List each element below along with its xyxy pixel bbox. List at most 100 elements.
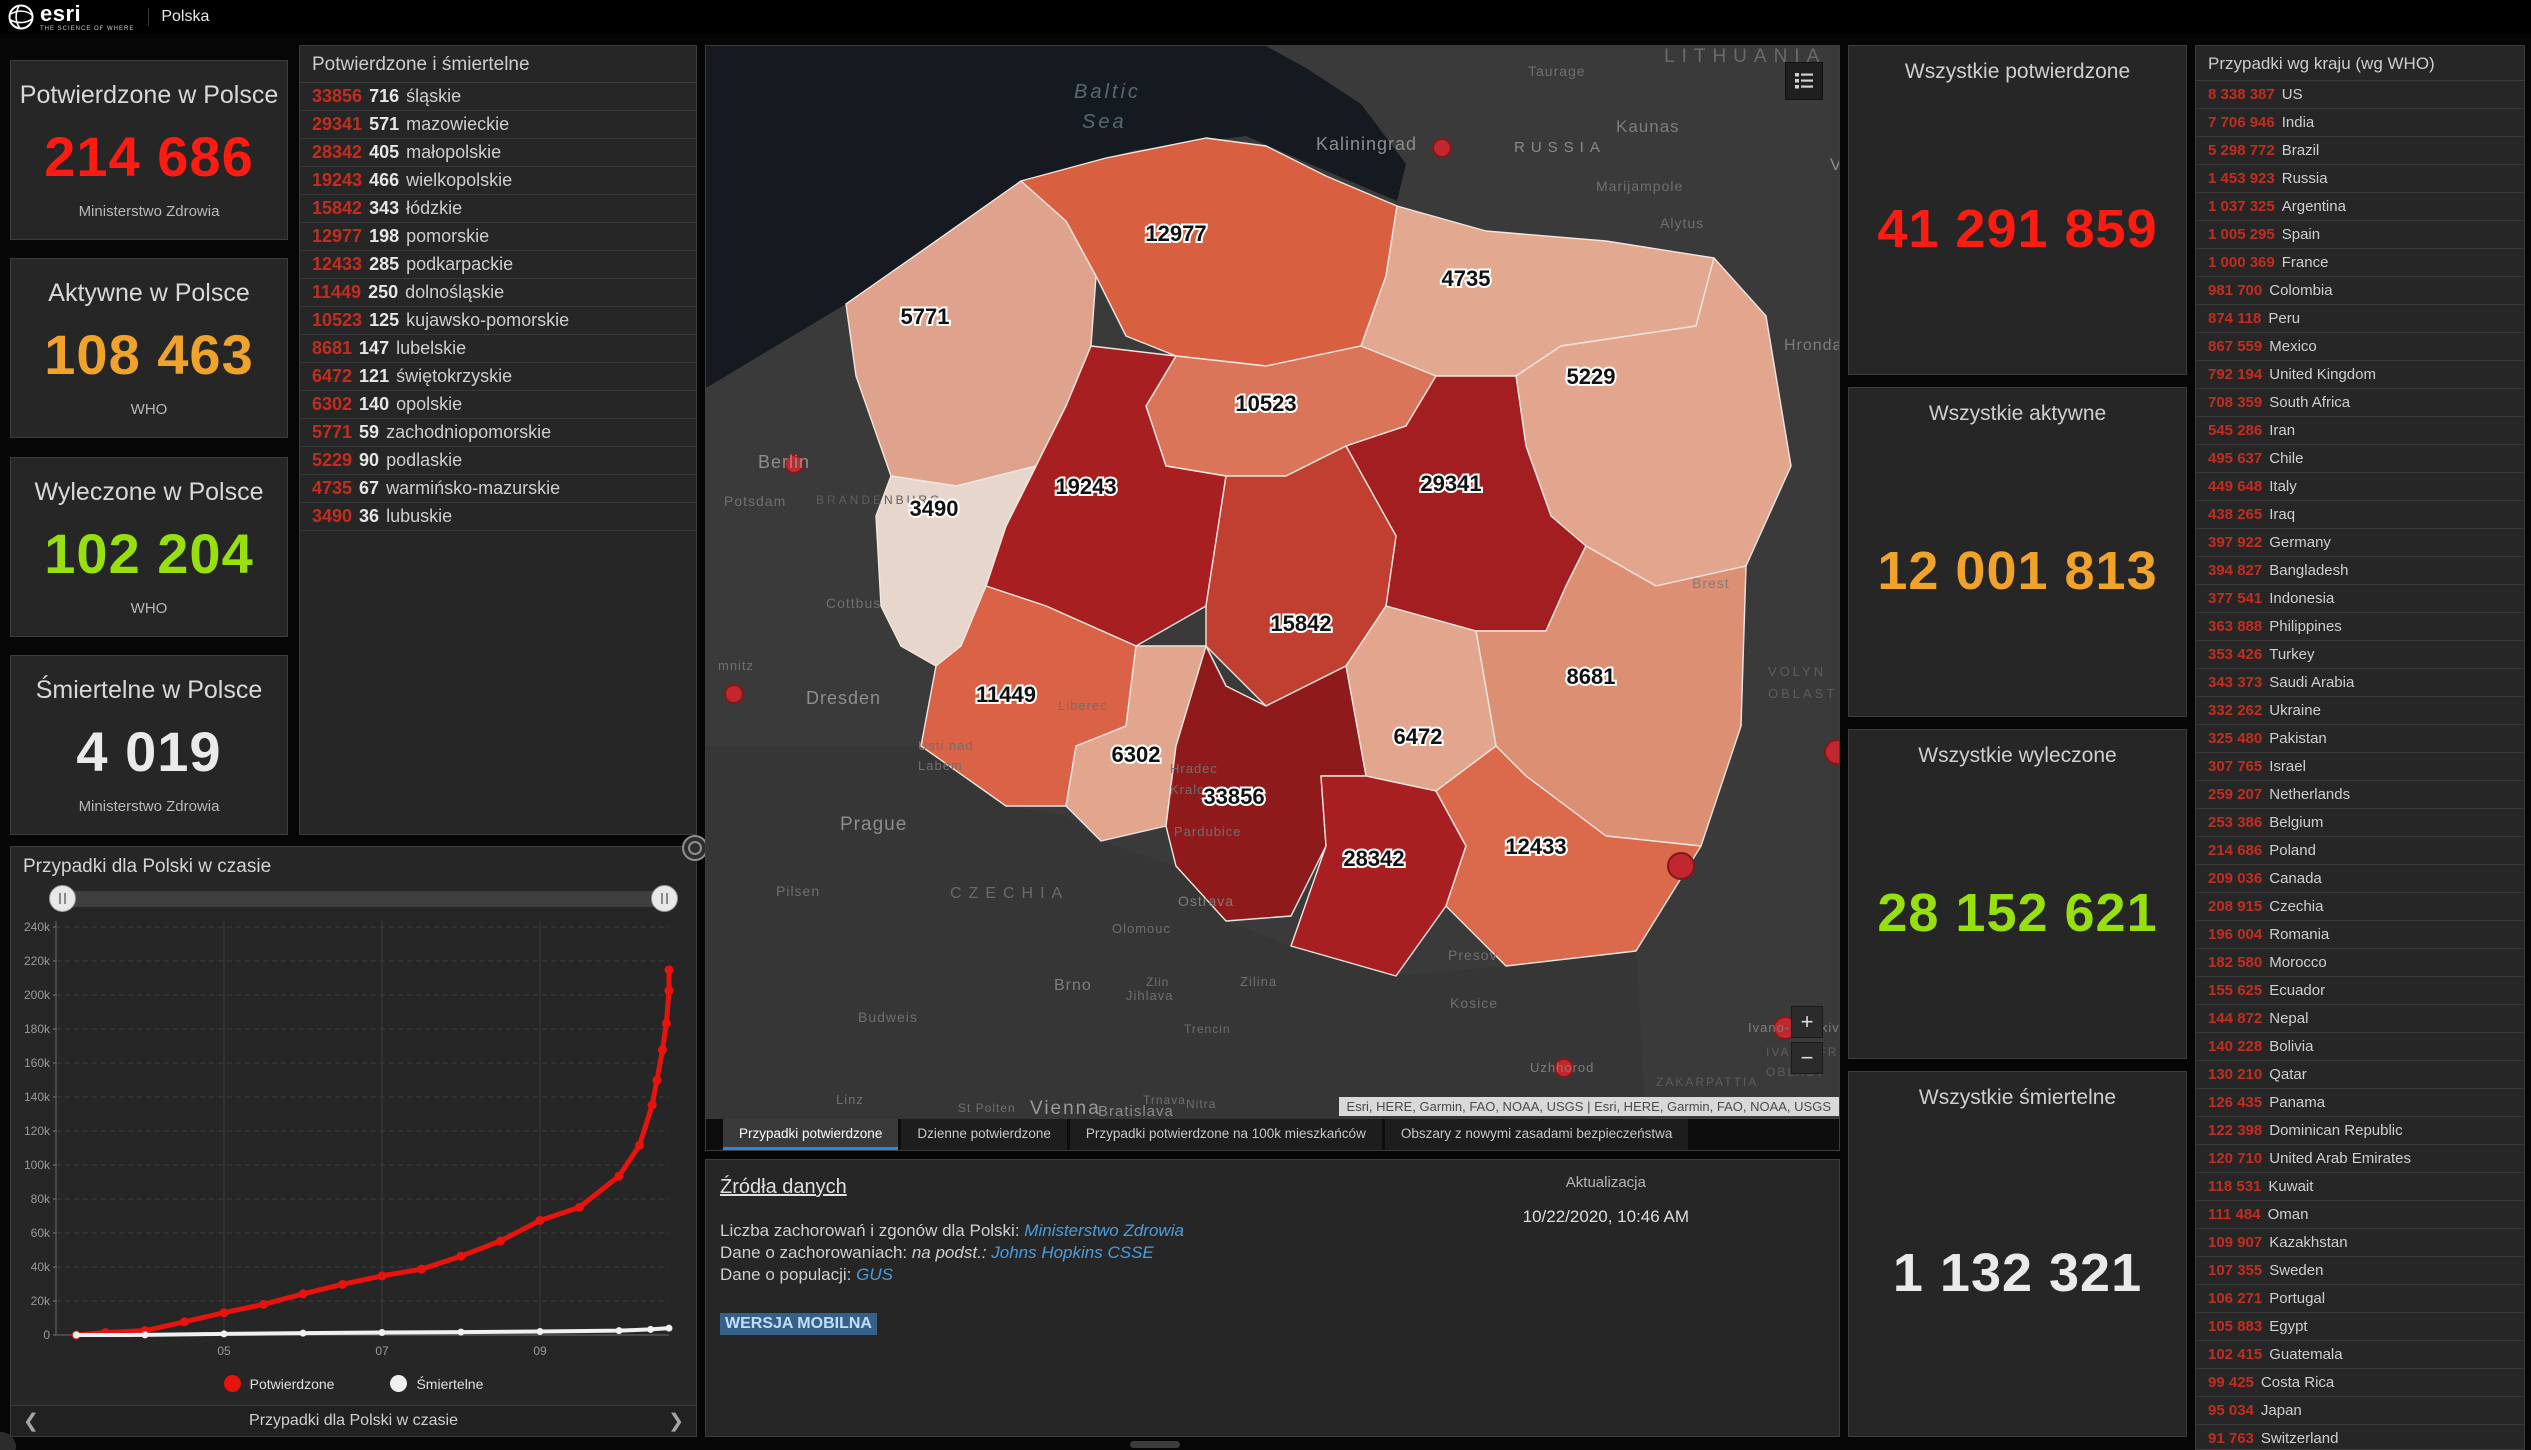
country-row[interactable]: 397 922 Germany: [2196, 529, 2524, 557]
voivodeship-row[interactable]: 5771 59 zachodniopomorskie: [300, 419, 696, 447]
voivodeship-row[interactable]: 6302 140 opolskie: [300, 391, 696, 419]
country-row[interactable]: 130 210 Qatar: [2196, 1061, 2524, 1089]
baltic-sea: [706, 46, 1406, 388]
confirmed-count: 545 286: [2208, 422, 2263, 439]
country-row[interactable]: 1 005 295 Spain: [2196, 221, 2524, 249]
country-row[interactable]: 449 648 Italy: [2196, 473, 2524, 501]
map-label-2: LITHUANIA: [1664, 46, 1826, 67]
country-row[interactable]: 307 765 Israel: [2196, 753, 2524, 781]
country-row[interactable]: 105 883 Egypt: [2196, 1313, 2524, 1341]
country-row[interactable]: 438 265 Iraq: [2196, 501, 2524, 529]
voivodeship-row[interactable]: 11449 250 dolnośląskie: [300, 279, 696, 307]
voivodeship-row[interactable]: 29341 571 mazowieckie: [300, 111, 696, 139]
voivodeship-row[interactable]: 12433 285 podkarpackie: [300, 251, 696, 279]
slider-handle-left[interactable]: [49, 885, 76, 912]
country-row[interactable]: 102 415 Guatemala: [2196, 1341, 2524, 1369]
country-row[interactable]: 394 827 Bangladesh: [2196, 557, 2524, 585]
voivodeship-row[interactable]: 15842 343 łódzkie: [300, 195, 696, 223]
country-row[interactable]: 111 484 Oman: [2196, 1201, 2524, 1229]
country-row[interactable]: 208 915 Czechia: [2196, 893, 2524, 921]
scrollbar-thumb[interactable]: [1130, 1441, 1180, 1448]
country-row[interactable]: 1 453 923 Russia: [2196, 165, 2524, 193]
voivodeship-row[interactable]: 10523 125 kujawsko-pomorskie: [300, 307, 696, 335]
country-list-header: Przypadki wg kraju (wg WHO): [2196, 46, 2524, 81]
data-point: [664, 965, 674, 975]
map-zoom-in-button[interactable]: +: [1791, 1006, 1823, 1038]
country-row[interactable]: 1 037 325 Argentina: [2196, 193, 2524, 221]
map-zoom-out-button[interactable]: −: [1791, 1042, 1823, 1074]
country-row[interactable]: 99 425 Costa Rica: [2196, 1369, 2524, 1397]
data-point: [456, 1251, 466, 1261]
country-row[interactable]: 106 271 Portugal: [2196, 1285, 2524, 1313]
country-row[interactable]: 122 398 Dominican Republic: [2196, 1117, 2524, 1145]
country-row[interactable]: 107 355 Sweden: [2196, 1257, 2524, 1285]
city-dot-1: [784, 454, 804, 474]
confirmed-count: 91 763: [2208, 1430, 2254, 1447]
country-row[interactable]: 343 373 Saudi Arabia: [2196, 669, 2524, 697]
country-row[interactable]: 209 036 Canada: [2196, 865, 2524, 893]
legend-item-deaths[interactable]: Śmiertelne: [390, 1375, 483, 1392]
voivodeship-row[interactable]: 5229 90 podlaskie: [300, 447, 696, 475]
confirmed-count: 209 036: [2208, 870, 2263, 887]
country-row[interactable]: 5 298 772 Brazil: [2196, 137, 2524, 165]
country-row[interactable]: 109 907 Kazakhstan: [2196, 1229, 2524, 1257]
voivodeship-row[interactable]: 33856 716 śląskie: [300, 83, 696, 111]
region-podkarpackie[interactable]: [1435, 745, 1702, 967]
country-row[interactable]: 126 435 Panama: [2196, 1089, 2524, 1117]
voivodeship-row[interactable]: 6472 121 świętokrzyskie: [300, 363, 696, 391]
country-row[interactable]: 981 700 Colombia: [2196, 277, 2524, 305]
map-label-24: Kralove: [1170, 782, 1221, 797]
expand-icon[interactable]: [682, 835, 708, 861]
country-row[interactable]: 118 531 Kuwait: [2196, 1173, 2524, 1201]
country-row[interactable]: 495 637 Chile: [2196, 445, 2524, 473]
country-row[interactable]: 7 706 946 India: [2196, 109, 2524, 137]
voivodeship-row[interactable]: 3490 36 lubuskie: [300, 503, 696, 531]
country-row[interactable]: 144 872 Nepal: [2196, 1005, 2524, 1033]
country-row[interactable]: 1 000 369 France: [2196, 249, 2524, 277]
country-row[interactable]: 182 580 Morocco: [2196, 949, 2524, 977]
region-value-świętokrzyskie: 6472: [1394, 724, 1443, 749]
chart-prev-arrow-icon[interactable]: ❮: [23, 1410, 39, 1432]
corner-widget[interactable]: [0, 1432, 16, 1450]
map-tab-0[interactable]: Przypadki potwierdzone: [723, 1119, 899, 1150]
voivodeship-row[interactable]: 8681 147 lubelskie: [300, 335, 696, 363]
poland-choropleth-map[interactable]: Baltic Sea LITHUANIA Taurage Kaunas Kaliningr…: [706, 46, 1840, 1121]
country-row[interactable]: 332 262 Ukraine: [2196, 697, 2524, 725]
country-row[interactable]: 874 118 Peru: [2196, 305, 2524, 333]
chart-next-arrow-icon[interactable]: ❯: [668, 1410, 684, 1432]
time-range-slider[interactable]: [49, 885, 678, 912]
link-johns-hopkins-csse[interactable]: Johns Hopkins CSSE: [991, 1243, 1154, 1262]
country-row[interactable]: 214 686 Poland: [2196, 837, 2524, 865]
country-row[interactable]: 708 359 South Africa: [2196, 389, 2524, 417]
confirmed-count: 95 034: [2208, 1402, 2254, 1419]
country-row[interactable]: 155 625 Ecuador: [2196, 977, 2524, 1005]
voivodeship-row[interactable]: 4735 67 warmińsko-mazurskie: [300, 475, 696, 503]
link-ministerstwo-zdrowia[interactable]: Ministerstwo Zdrowia: [1024, 1221, 1184, 1240]
map-tab-3[interactable]: Obszary z nowymi zasadami bezpieczeństwa: [1384, 1119, 1689, 1150]
country-row[interactable]: 545 286 Iran: [2196, 417, 2524, 445]
country-row[interactable]: 91 763 Switzerland: [2196, 1425, 2524, 1449]
map-layers-button[interactable]: [1785, 62, 1823, 100]
country-row[interactable]: 259 207 Netherlands: [2196, 781, 2524, 809]
link-gus[interactable]: GUS: [856, 1265, 893, 1284]
country-row[interactable]: 325 480 Pakistan: [2196, 725, 2524, 753]
country-row[interactable]: 377 541 Indonesia: [2196, 585, 2524, 613]
country-row[interactable]: 196 004 Romania: [2196, 921, 2524, 949]
country-row[interactable]: 140 228 Bolivia: [2196, 1033, 2524, 1061]
country-row[interactable]: 353 426 Turkey: [2196, 641, 2524, 669]
map-tab-1[interactable]: Dzienne potwierdzone: [901, 1119, 1067, 1150]
country-row[interactable]: 363 888 Philippines: [2196, 613, 2524, 641]
voivodeship-row[interactable]: 28342 405 małopolskie: [300, 139, 696, 167]
legend-item-confirmed[interactable]: Potwierdzone: [223, 1375, 334, 1392]
country-row[interactable]: 792 194 United Kingdom: [2196, 361, 2524, 389]
country-row[interactable]: 95 034 Japan: [2196, 1397, 2524, 1425]
slider-handle-right[interactable]: [651, 885, 678, 912]
country-row[interactable]: 120 710 United Arab Emirates: [2196, 1145, 2524, 1173]
country-row[interactable]: 253 386 Belgium: [2196, 809, 2524, 837]
country-row[interactable]: 8 338 387 US: [2196, 81, 2524, 109]
mobile-version-link[interactable]: WERSJA MOBILNA: [720, 1313, 877, 1335]
country-row[interactable]: 867 559 Mexico: [2196, 333, 2524, 361]
voivodeship-row[interactable]: 19243 466 wielkopolskie: [300, 167, 696, 195]
voivodeship-row[interactable]: 12977 198 pomorskie: [300, 223, 696, 251]
map-tab-2[interactable]: Przypadki potwierdzone na 100k mieszkańc…: [1069, 1119, 1382, 1150]
